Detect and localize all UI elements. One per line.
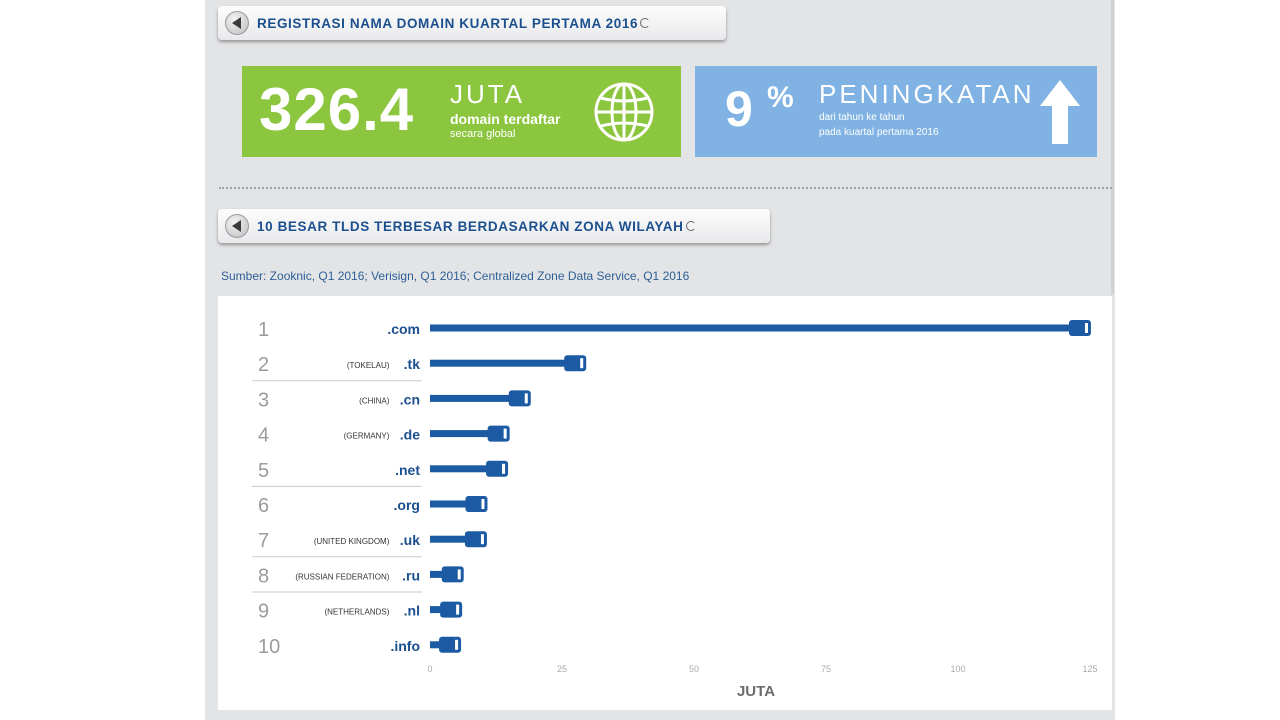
tld-label: .com — [387, 321, 420, 337]
stat-card-growth: 9 % PENINGKATAN dari tahun ke tahun pada… — [695, 66, 1097, 157]
refresh-icon[interactable] — [640, 18, 651, 28]
country-label: (NETHERLANDS) — [324, 608, 389, 617]
rank-label: 7 — [258, 530, 269, 552]
tld-label: .net — [395, 462, 420, 478]
section-title: REGISTRASI NAMA DOMAIN KUARTAL PERTAMA 2… — [257, 15, 639, 31]
bar-plug-slot — [502, 463, 506, 474]
country-label: (CHINA) — [359, 396, 390, 405]
domain-count-value: 326.4 — [259, 76, 415, 143]
bar — [430, 359, 576, 367]
back-button[interactable] — [225, 214, 249, 238]
tld-label: .nl — [404, 603, 420, 619]
tld-label: .tk — [404, 356, 421, 372]
domain-count-caption-2: secara global — [450, 128, 516, 140]
bar-plug-slot — [524, 393, 528, 404]
rank-label: 2 — [258, 354, 269, 376]
country-label: (RUSSIAN FEDERATION) — [295, 572, 389, 581]
rank-label: 6 — [258, 495, 269, 517]
bar — [430, 394, 520, 402]
rank-label: 10 — [258, 636, 280, 658]
bar-plug-slot — [580, 358, 584, 369]
growth-percent-sign: % — [767, 81, 794, 114]
domain-count-caption: domain terdaftar — [450, 111, 561, 127]
growth-label: PENINGKATAN — [819, 79, 1035, 109]
country-label: (TOKELAU) — [347, 361, 390, 370]
section-header-registration: REGISTRASI NAMA DOMAIN KUARTAL PERTAMA 2… — [218, 6, 726, 40]
arrow-up-icon — [1040, 80, 1080, 144]
tld-label: .org — [394, 497, 420, 513]
bar-plug-slot — [455, 639, 459, 650]
back-button[interactable] — [225, 11, 249, 35]
left-arrow-icon — [231, 17, 241, 29]
rank-label: 5 — [258, 460, 269, 482]
bar-plug-slot — [480, 534, 484, 545]
rank-label: 4 — [258, 425, 269, 447]
bar — [430, 465, 498, 473]
section-title: 10 BESAR TLDS TERBESAR BERDASARKAN ZONA … — [257, 218, 684, 234]
bar — [430, 324, 1080, 332]
country-label: (GERMANY) — [344, 432, 390, 441]
rank-label: 3 — [258, 389, 269, 411]
country-label: (UNITED KINGDOM) — [314, 537, 390, 546]
x-tick-label: 50 — [689, 664, 699, 674]
stat-card-domains: 326.4 JUTA domain terdaftar secara globa… — [242, 66, 681, 157]
growth-caption: dari tahun ke tahun — [819, 112, 905, 123]
bar — [430, 430, 499, 438]
tld-label: .info — [390, 638, 420, 654]
x-tick-label: 75 — [821, 664, 831, 674]
left-arrow-icon — [231, 220, 241, 232]
x-tick-label: 0 — [427, 664, 432, 674]
x-tick-label: 25 — [557, 664, 567, 674]
chart-card: 1 .com 2 .tk (TOKELAU) 3 .cn (CHINA) 4 .de (GERMAN… — [218, 296, 1112, 710]
tld-bar-chart: 1 .com 2 .tk (TOKELAU) 3 .cn (CHINA) 4 .de (GERMAN… — [252, 319, 1098, 700]
rank-label: 1 — [258, 319, 269, 341]
growth-value: 9 — [725, 81, 753, 137]
bar-plug-slot — [457, 569, 461, 580]
tld-label: .uk — [400, 532, 420, 548]
x-tick-label: 125 — [1082, 664, 1097, 674]
tld-label: .de — [400, 427, 420, 443]
growth-caption-2: pada kuartal pertama 2016 — [819, 127, 939, 138]
x-axis-label: JUTA — [737, 683, 775, 700]
panel-edge — [1111, 0, 1114, 295]
bar-plug-slot — [481, 499, 485, 509]
bar-plug-slot — [503, 428, 507, 439]
bar — [430, 500, 477, 508]
domain-count-unit: JUTA — [450, 79, 526, 109]
globe-icon — [594, 82, 654, 142]
x-tick-label: 100 — [950, 664, 965, 674]
bar — [430, 570, 453, 578]
tld-label: .ru — [402, 567, 420, 583]
rank-label: 9 — [258, 601, 269, 623]
section-header-tlds: 10 BESAR TLDS TERBESAR BERDASARKAN ZONA … — [218, 209, 770, 243]
tld-label: .cn — [400, 391, 420, 407]
section-divider — [219, 187, 1112, 189]
bar — [430, 535, 476, 543]
refresh-icon[interactable] — [685, 221, 696, 231]
rank-label: 8 — [258, 565, 269, 587]
bar-plug-slot — [456, 604, 460, 615]
source-note: Sumber: Zooknic, Q1 2016; Verisign, Q1 2… — [221, 269, 690, 283]
bar-plug-slot — [1084, 323, 1088, 333]
